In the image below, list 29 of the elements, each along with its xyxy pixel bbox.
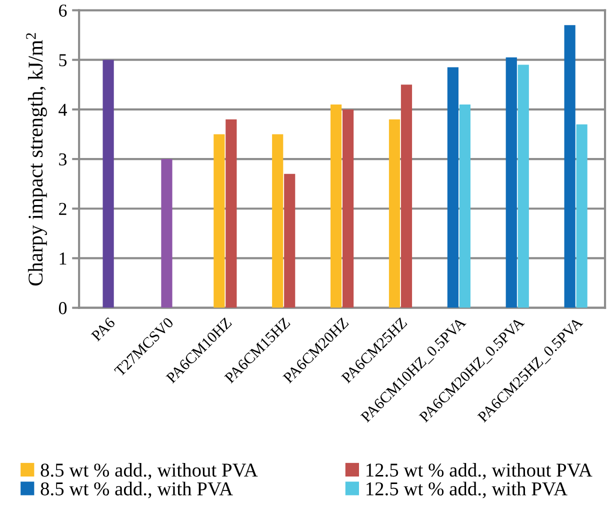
legend-label: 8.5 wt % add., without PVA bbox=[40, 463, 258, 480]
bar bbox=[506, 57, 517, 308]
legend-label: 12.5 wt % add., without PVA bbox=[366, 463, 592, 480]
y-tick-label: 3 bbox=[59, 153, 67, 166]
bar bbox=[272, 134, 284, 308]
y-tick-label: 0 bbox=[58, 302, 67, 314]
bar bbox=[284, 174, 296, 308]
bar bbox=[226, 119, 237, 308]
x-tick-label: PA6 bbox=[90, 316, 116, 342]
y-tick-label: 4 bbox=[58, 104, 67, 116]
bar bbox=[400, 84, 412, 308]
y-tick-label: 2 bbox=[59, 202, 66, 215]
bar bbox=[342, 109, 354, 308]
legend-label: 8.5 wt % add., with PVA bbox=[40, 482, 233, 498]
y-tick-label: 1 bbox=[60, 252, 66, 264]
y-axis-title: Charpy impact strength, kJ/m$^{2}$ bbox=[26, 33, 47, 286]
bar bbox=[459, 104, 470, 308]
bar bbox=[214, 134, 225, 308]
bar bbox=[564, 25, 576, 308]
bar bbox=[518, 64, 529, 308]
bar bbox=[447, 67, 458, 308]
bar bbox=[388, 119, 400, 308]
legend-label: 12.5 wt % add., with PVA bbox=[366, 482, 568, 498]
bar bbox=[102, 60, 114, 308]
bar bbox=[576, 124, 588, 308]
bar bbox=[161, 159, 172, 308]
bar bbox=[330, 104, 342, 308]
y-tick-label: 6 bbox=[59, 4, 67, 17]
y-tick-label: 5 bbox=[59, 54, 67, 66]
